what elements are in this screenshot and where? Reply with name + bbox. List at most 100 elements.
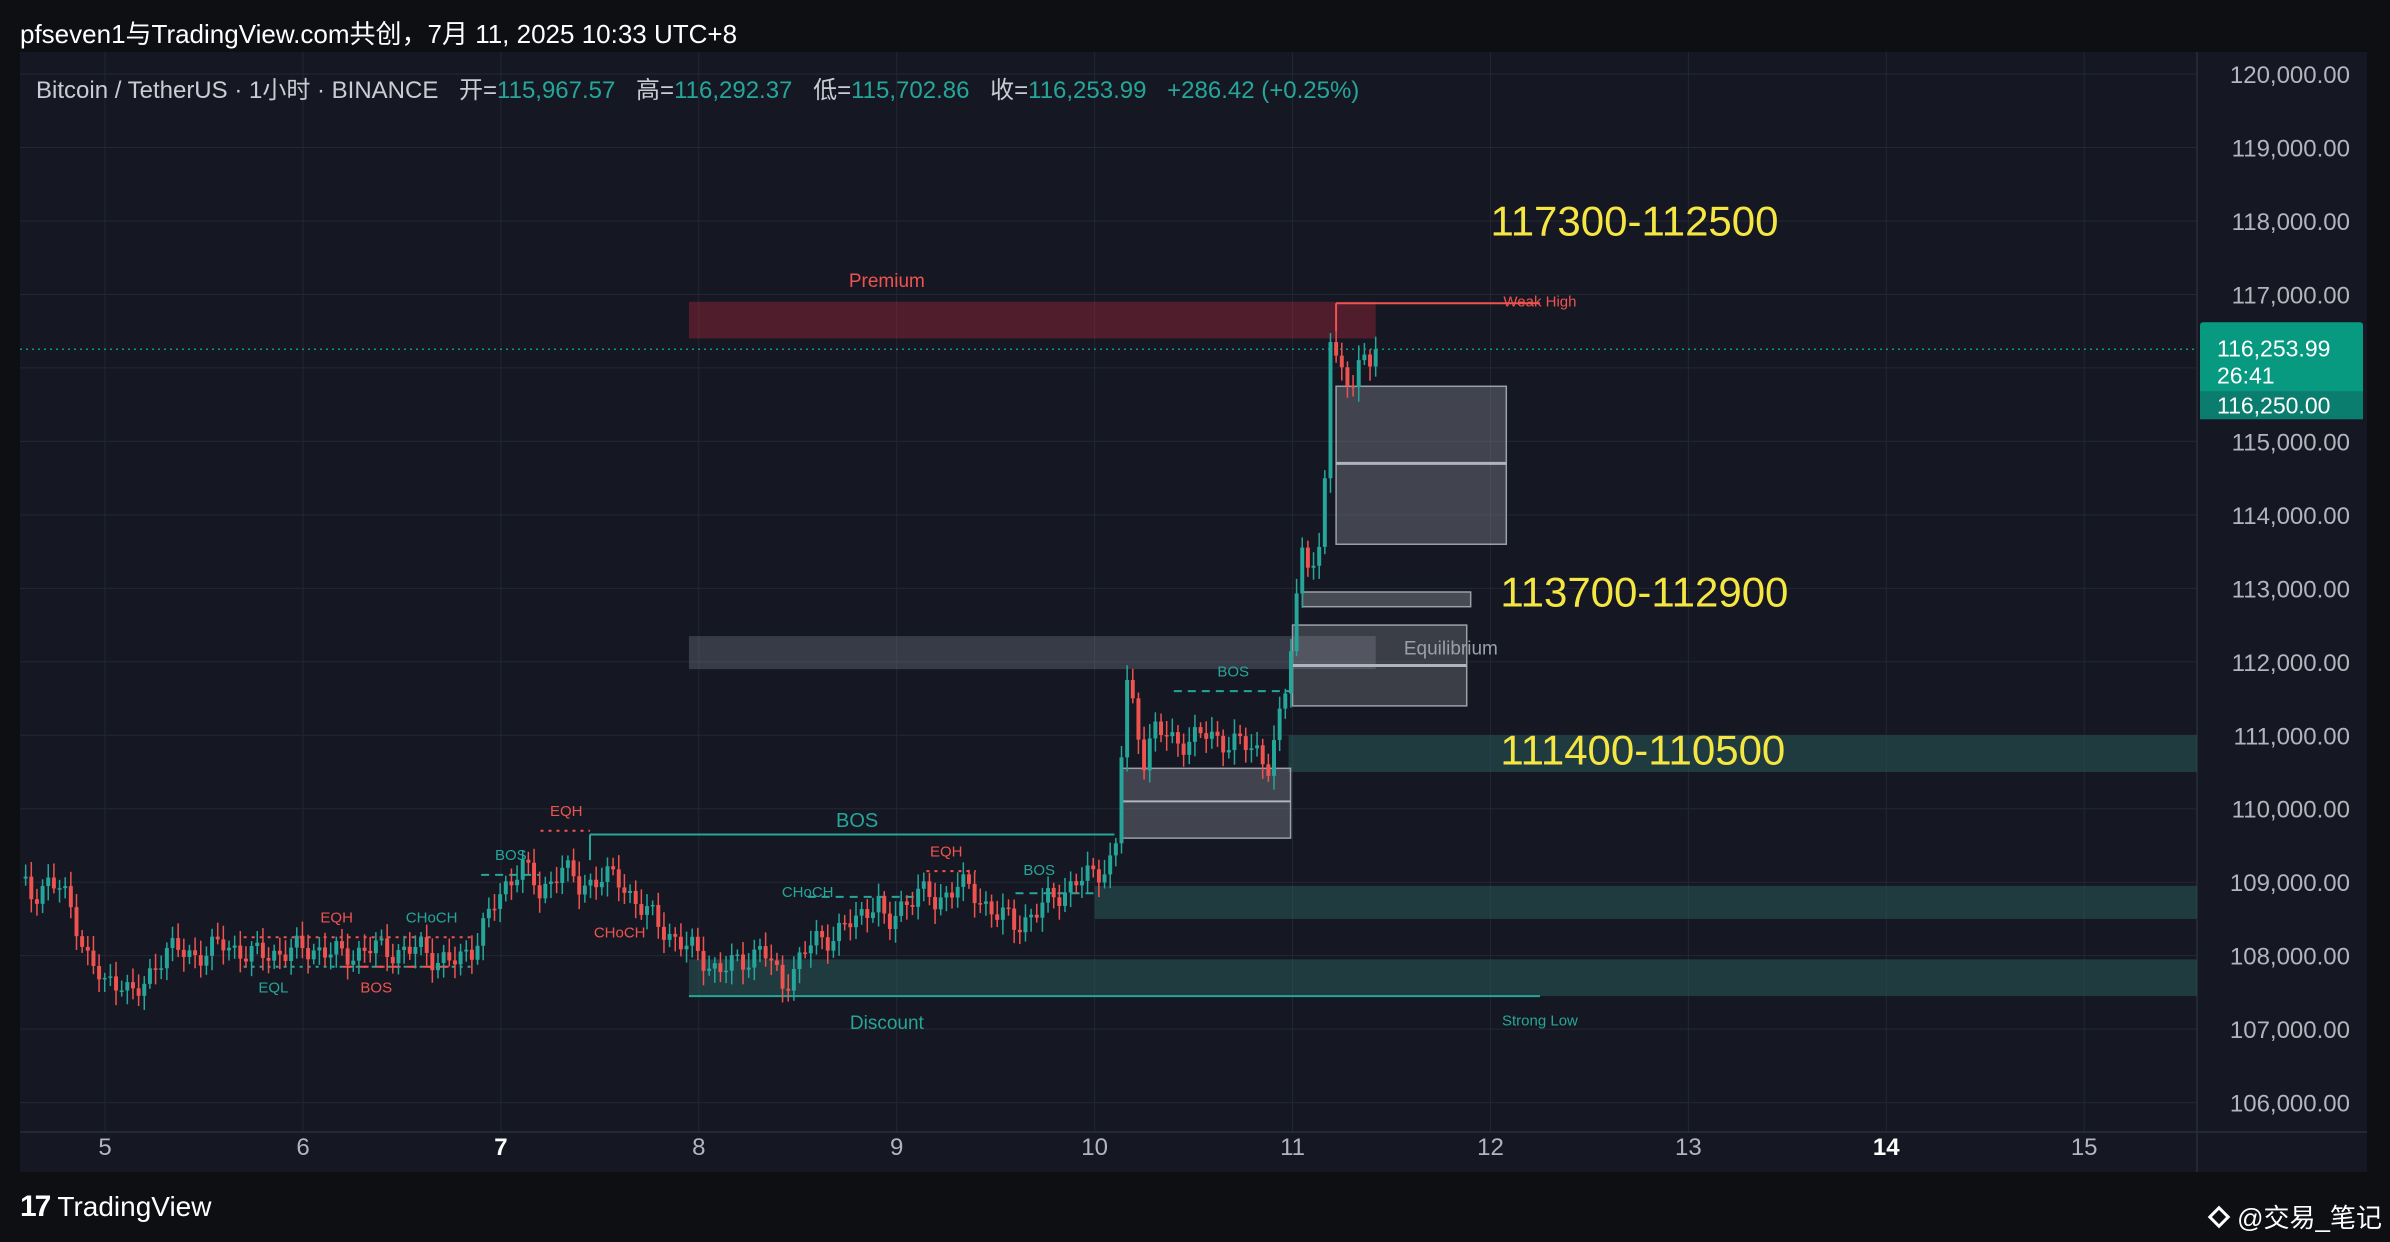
change-value: +286.42 (+0.25%) <box>1167 77 1360 104</box>
symbol-name[interactable]: Bitcoin / TetherUS · 1小时 · BINANCE <box>36 77 439 104</box>
candle-body <box>1136 698 1141 740</box>
candle-body <box>887 913 892 929</box>
candle-body <box>1113 843 1118 856</box>
candle-body <box>950 892 955 898</box>
y-tick-label: 117,000.00 <box>2232 282 2350 309</box>
candle-body <box>441 952 446 963</box>
candle-body <box>769 958 774 961</box>
candle-body <box>1192 727 1197 742</box>
author-watermark: @交易_笔记 <box>2207 1198 2382 1235</box>
candle-body <box>532 862 537 886</box>
candle-body <box>147 968 152 984</box>
candle-body <box>1170 732 1175 737</box>
candle-body <box>142 983 147 996</box>
candle-body <box>481 918 486 946</box>
y-tick-label: 108,000.00 <box>2230 944 2350 971</box>
candle-body <box>1221 735 1226 753</box>
candle-body <box>916 888 921 907</box>
candle-body <box>582 885 587 895</box>
candle-body <box>390 956 395 964</box>
candle-body <box>356 947 361 961</box>
candle-body <box>673 933 678 937</box>
candle-body <box>362 947 367 951</box>
candle-body <box>34 899 39 904</box>
discount-zone <box>688 959 2197 997</box>
candle-body <box>1317 546 1322 566</box>
x-tick-label: 9 <box>890 1134 903 1161</box>
candle-body <box>1085 865 1090 881</box>
candle-body <box>656 904 661 927</box>
target-range-label: 113700-112900 <box>1500 569 1788 616</box>
low-value: 115,702.86 <box>851 77 970 104</box>
candle-body <box>1040 902 1045 918</box>
x-tick-label: 10 <box>1081 1134 1108 1161</box>
candle-body <box>757 946 762 950</box>
candle-body <box>707 968 712 971</box>
candle-body <box>537 885 542 899</box>
candle-body <box>289 947 294 961</box>
candle-body <box>842 922 847 925</box>
candle-body <box>419 937 424 947</box>
candle-body <box>1305 547 1310 568</box>
support-zone-111k <box>1288 735 2197 772</box>
candle-body <box>780 964 785 989</box>
candle-body <box>176 938 181 950</box>
candle-body <box>554 881 559 884</box>
strong-low-label: Strong Low <box>1502 1012 1578 1029</box>
candle-body <box>136 988 141 996</box>
candle-body <box>588 879 593 886</box>
candle-body <box>599 881 604 888</box>
diamond-icon <box>2207 1205 2231 1228</box>
candle-body <box>893 915 898 929</box>
y-tick-label: 115,000.00 <box>2232 429 2350 456</box>
candle-body <box>424 937 429 953</box>
candle-body <box>1351 386 1356 388</box>
candle-body <box>198 955 203 966</box>
candle-body <box>972 883 977 904</box>
candle-body <box>543 883 548 899</box>
candle-body <box>215 936 220 940</box>
candle-body <box>266 957 271 961</box>
y-tick-label: 119,000.00 <box>2232 136 2350 163</box>
candle-body <box>870 912 875 918</box>
candle-body <box>1266 764 1271 776</box>
candle-body <box>1057 897 1062 906</box>
candle-body <box>436 962 440 971</box>
candle-body <box>345 948 350 965</box>
candle-body <box>661 926 666 940</box>
discount-label: Discount <box>850 1013 925 1034</box>
candle-body <box>622 887 627 893</box>
candle-body <box>193 950 198 956</box>
candle-body <box>469 949 474 960</box>
candle-body <box>317 947 322 951</box>
candle-body <box>311 950 316 960</box>
premium-label: Premium <box>849 271 925 292</box>
candle-body <box>74 907 79 937</box>
candle-body <box>724 970 729 973</box>
candle-body <box>379 938 384 941</box>
candle-body <box>741 954 746 970</box>
candle-body <box>85 946 90 951</box>
x-tick-label: 12 <box>1477 1134 1504 1161</box>
bos-label: BOS <box>1217 663 1249 680</box>
candle-body <box>1034 914 1039 918</box>
candle-body <box>227 947 231 951</box>
x-tick-label: 15 <box>2071 1134 2098 1161</box>
candle-body <box>548 881 553 884</box>
target-range-label: 111400-110500 <box>1500 727 1785 774</box>
candle-body <box>1243 736 1248 750</box>
equilibrium-label: Equilibrium <box>1404 638 1498 659</box>
y-tick-label: 120,000.00 <box>2230 62 2350 89</box>
price-tag-value-secondary: 116,250.00 <box>2217 392 2330 418</box>
candle-body <box>368 950 373 954</box>
equilibrium-zone <box>688 636 1376 670</box>
candle-body <box>1017 929 1022 933</box>
candle-body <box>701 950 706 971</box>
high-label: 高= <box>636 77 675 104</box>
candle-body <box>520 859 525 880</box>
target-range-label: 117300-112500 <box>1490 198 1778 245</box>
candle-body <box>221 939 226 951</box>
tradingview-brand[interactable]: 17 TradingView <box>20 1190 211 1224</box>
candle-body <box>605 866 610 882</box>
